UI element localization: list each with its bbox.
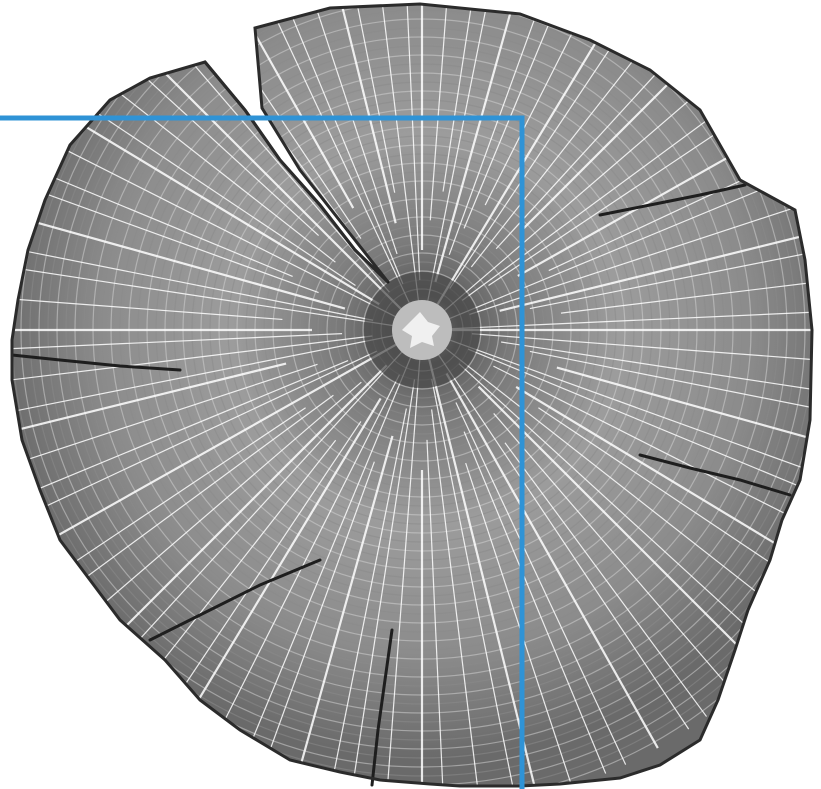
ray-line	[465, 462, 573, 786]
ray-line	[271, 4, 398, 255]
ray-line	[429, 4, 459, 221]
ray-line	[448, 4, 586, 255]
ray-line	[327, 408, 407, 786]
ray-line	[463, 431, 607, 774]
ray-line	[12, 333, 403, 425]
pith-center	[364, 272, 480, 388]
ray-line	[556, 366, 812, 460]
ray-line	[529, 350, 812, 425]
ray-line	[425, 4, 517, 311]
ray-line	[12, 338, 406, 567]
ray-line	[172, 397, 382, 742]
ray-line	[458, 363, 777, 655]
ray-line	[363, 4, 421, 311]
ray-line	[292, 435, 394, 786]
ray-line	[349, 379, 416, 786]
ray-line	[12, 333, 343, 353]
ray-line	[501, 341, 812, 403]
ray-line	[258, 461, 375, 782]
ray-line	[449, 4, 690, 289]
ray-line	[426, 439, 445, 786]
ray-line	[97, 344, 409, 685]
ray-line	[499, 213, 812, 312]
ray-line	[57, 381, 362, 644]
ray-line	[305, 4, 397, 224]
ray-line	[471, 333, 812, 367]
blue-guide-line	[0, 115, 525, 789]
ray-line	[484, 4, 640, 206]
ray-line	[493, 413, 736, 695]
ray-line	[327, 4, 396, 193]
ray-line	[455, 402, 627, 765]
ray-line	[12, 350, 377, 535]
ray-line	[477, 385, 763, 671]
ray-line	[12, 362, 287, 447]
ray-line	[431, 4, 672, 314]
ray-line	[504, 442, 708, 717]
ray-line	[441, 307, 812, 330]
ray-line	[425, 349, 539, 786]
ray-line	[432, 346, 690, 730]
ray-line	[434, 4, 552, 283]
ray-line	[399, 4, 421, 281]
ray-line	[529, 235, 812, 310]
ray-line	[385, 349, 422, 786]
annotation-overlay	[0, 115, 525, 789]
ray-line	[217, 4, 415, 313]
ray-line	[185, 4, 355, 209]
ray-line	[154, 421, 362, 730]
ray-line	[442, 4, 495, 192]
ray-line	[445, 373, 659, 749]
ray-line	[237, 4, 404, 285]
ray-line	[560, 271, 812, 314]
ray-line	[437, 341, 801, 627]
ray-line	[81, 364, 388, 671]
ray-line	[431, 409, 481, 786]
ray-line	[431, 378, 517, 786]
ray-line	[12, 293, 283, 321]
ray-line	[463, 4, 607, 229]
ray-line	[12, 335, 373, 389]
ray-line	[237, 348, 415, 774]
